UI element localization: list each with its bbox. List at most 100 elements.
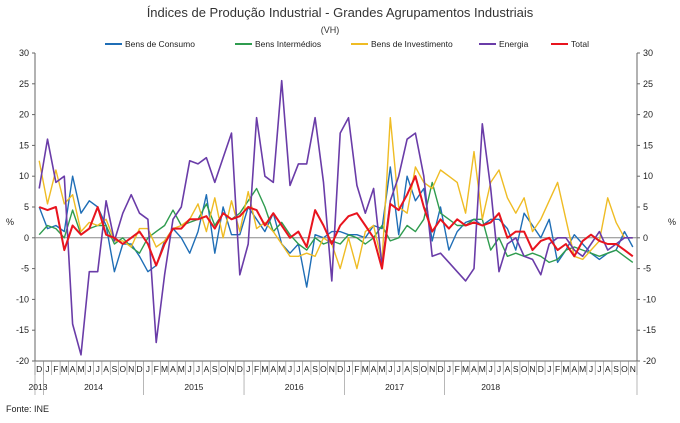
month-tick-label: A xyxy=(103,364,109,374)
series-line-bens-de-consumo xyxy=(38,166,634,288)
legend-label: Bens de Investimento xyxy=(371,39,453,49)
month-tick-label: A xyxy=(304,364,310,374)
month-tick-label: J xyxy=(397,364,401,374)
month-tick-label: M xyxy=(378,364,385,374)
y-tick-label-right: 30 xyxy=(643,48,653,58)
month-tick-label: J xyxy=(45,364,49,374)
month-tick-label: M xyxy=(562,364,569,374)
month-tick-label: J xyxy=(96,364,100,374)
month-tick-label: A xyxy=(605,364,611,374)
month-tick-label: J xyxy=(196,364,200,374)
month-tick-label: J xyxy=(447,364,451,374)
y-tick-label-left: 0 xyxy=(24,233,29,243)
legend: Bens de Consumo Bens Intermédios Bens de I… xyxy=(105,39,589,49)
legend-label: Total xyxy=(571,39,589,49)
month-tick-label: N xyxy=(429,364,435,374)
legend-label: Bens de Consumo xyxy=(125,39,195,49)
y-axis-label-left: % xyxy=(6,217,14,227)
month-tick-label: M xyxy=(161,364,168,374)
month-tick-label: J xyxy=(489,364,493,374)
month-tick-label: S xyxy=(513,364,519,374)
month-tick-label: O xyxy=(621,364,628,374)
year-label-2015: 2015 xyxy=(184,382,203,392)
y-tick-label-left: 25 xyxy=(19,79,29,89)
month-tick-label: A xyxy=(404,364,410,374)
month-tick-label: A xyxy=(371,364,377,374)
month-tick-label: J xyxy=(346,364,350,374)
y-tick-label-right: -10 xyxy=(643,294,656,304)
month-tick-label: D xyxy=(538,364,544,374)
month-tick-label: A xyxy=(170,364,176,374)
y-tick-label-right: 20 xyxy=(643,110,653,120)
month-tick-label: D xyxy=(36,364,42,374)
y-tick-label-left: 15 xyxy=(19,140,29,150)
y-tick-label-right: -15 xyxy=(643,325,656,335)
month-tick-label: M xyxy=(261,364,268,374)
month-tick-label: F xyxy=(53,364,58,374)
chart-subtitle: (VH) xyxy=(321,25,340,35)
year-label-2018: 2018 xyxy=(481,382,500,392)
month-tick-label: S xyxy=(112,364,118,374)
y-tick-label-left: 5 xyxy=(24,202,29,212)
month-tick-label: J xyxy=(296,364,300,374)
month-tick-label: N xyxy=(128,364,134,374)
month-tick-label: J xyxy=(388,364,392,374)
y-tick-label-right: -20 xyxy=(643,356,656,366)
year-label-2013: 2013 xyxy=(29,382,48,392)
month-tick-label: D xyxy=(437,364,443,374)
chart-title: Índices de Produção Industrial - Grandes… xyxy=(147,5,534,20)
month-tick-label: O xyxy=(220,364,227,374)
month-tick-label: M xyxy=(77,364,84,374)
legend-label: Energia xyxy=(499,39,529,49)
legend-label: Bens Intermédios xyxy=(255,39,321,49)
month-tick-label: A xyxy=(571,364,577,374)
month-tick-label: S xyxy=(613,364,619,374)
month-tick-label: J xyxy=(597,364,601,374)
y-ticks: -20 -20 -15 -15 -10 -10 -5 -5 0 0 5 5 10 10 15 15 20 20 25… xyxy=(16,48,656,366)
month-tick-label: D xyxy=(237,364,243,374)
month-tick-label: M xyxy=(61,364,68,374)
month-tick-label: J xyxy=(246,364,250,374)
y-tick-label-right: 15 xyxy=(643,140,653,150)
month-tick-label: D xyxy=(136,364,142,374)
month-tick-label: D xyxy=(337,364,343,374)
month-tick-label: F xyxy=(254,364,259,374)
month-tick-label: N xyxy=(228,364,234,374)
y-tick-label-left: 10 xyxy=(19,171,29,181)
month-tick-label: O xyxy=(521,364,528,374)
month-tick-label: S xyxy=(413,364,419,374)
y-tick-label-right: 0 xyxy=(643,233,648,243)
y-tick-label-left: -15 xyxy=(16,325,29,335)
y-axis-label-right: % xyxy=(668,217,676,227)
month-tick-label: A xyxy=(70,364,76,374)
y-tick-label-right: 5 xyxy=(643,202,648,212)
month-tick-label: N xyxy=(630,364,636,374)
y-tick-label-left: -5 xyxy=(21,264,29,274)
month-tick-label: M xyxy=(178,364,185,374)
month-tick-label: N xyxy=(529,364,535,374)
year-label-2014: 2014 xyxy=(84,382,103,392)
month-tick-label: J xyxy=(547,364,551,374)
month-tick-label: J xyxy=(589,364,593,374)
month-tick-label: A xyxy=(471,364,477,374)
month-tick-label: N xyxy=(329,364,335,374)
month-tick-label: O xyxy=(420,364,427,374)
y-tick-label-left: -20 xyxy=(16,356,29,366)
month-tick-label: A xyxy=(505,364,511,374)
series-line-total xyxy=(38,175,634,270)
month-tick-label: M xyxy=(362,364,369,374)
y-tick-label-left: 30 xyxy=(19,48,29,58)
month-tick-label: M xyxy=(462,364,469,374)
source-note: Fonte: INE xyxy=(6,404,49,414)
month-tick-label: J xyxy=(188,364,192,374)
y-tick-label-right: 10 xyxy=(643,171,653,181)
month-tick-label: J xyxy=(497,364,501,374)
month-tick-label: M xyxy=(579,364,586,374)
year-label-2017: 2017 xyxy=(385,382,404,392)
month-tick-label: A xyxy=(270,364,276,374)
series-line-bens-intermédios xyxy=(38,181,634,264)
month-tick-label: S xyxy=(212,364,218,374)
month-tick-label: F xyxy=(555,364,560,374)
